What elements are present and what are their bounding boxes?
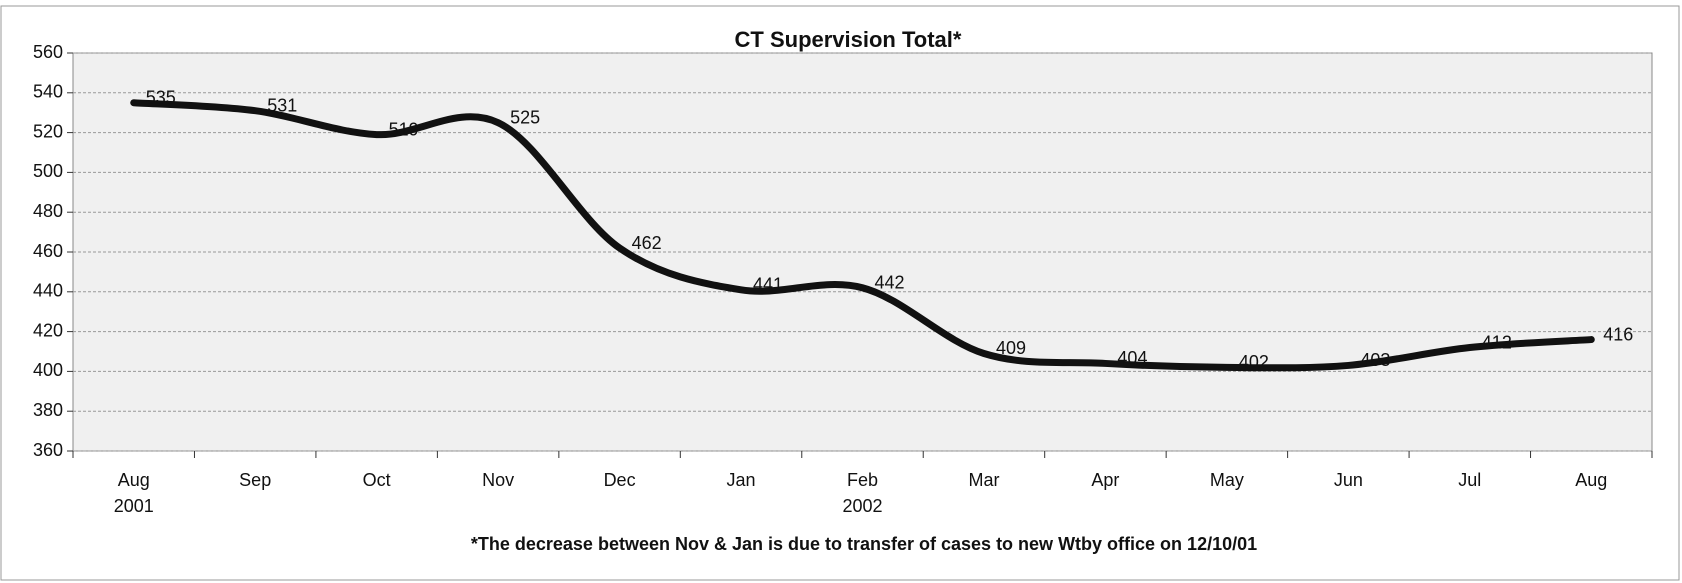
y-tick-label: 500 — [33, 161, 63, 181]
y-tick-label: 540 — [33, 82, 63, 102]
y-tick-label: 480 — [33, 201, 63, 221]
chart-title: CT Supervision Total* — [735, 27, 962, 52]
data-label: 531 — [267, 95, 297, 115]
line — [130, 99, 1595, 372]
x-tick-label: Apr — [1091, 470, 1119, 490]
x-tick-label: Sep — [239, 470, 271, 490]
data-label: 402 — [1239, 352, 1269, 372]
data-label: 404 — [1117, 348, 1147, 368]
y-tick-label: 560 — [33, 42, 63, 62]
data-label: 535 — [146, 88, 176, 108]
x-tick-label: Feb 2002 — [842, 470, 882, 516]
data-label: 442 — [875, 273, 905, 293]
y-tick-label: 460 — [33, 241, 63, 261]
data-label: 416 — [1603, 324, 1633, 344]
y-tick-label: 400 — [33, 360, 63, 380]
y-tick-label: 420 — [33, 320, 63, 340]
data-label: 441 — [753, 275, 783, 295]
x-tick-label: Jun — [1334, 470, 1363, 490]
x-tick-label: May — [1210, 470, 1244, 490]
x-tick-label: Jan — [727, 470, 756, 490]
y-tick-label: 380 — [33, 400, 63, 420]
x-tick-label: Jul — [1458, 470, 1481, 490]
x-tick-label: Mar — [968, 470, 999, 490]
x-tick-label: Aug — [1575, 470, 1607, 490]
x-tick-label: Nov — [482, 470, 514, 490]
x-tick-label: Aug 2001 — [114, 470, 154, 516]
data-label: 525 — [510, 107, 540, 127]
footnote: *The decrease between Nov & Jan is due t… — [471, 534, 1257, 554]
data-label: 403 — [1360, 350, 1390, 370]
y-tick-label: 520 — [33, 121, 63, 141]
data-label: 462 — [632, 233, 662, 253]
x-tick-label: Dec — [604, 470, 636, 490]
data-label: 412 — [1482, 332, 1512, 352]
y-tick-label: 360 — [33, 440, 63, 460]
y-tick-label: 440 — [33, 281, 63, 301]
x-tick-label: Oct — [363, 470, 391, 490]
data-label: 409 — [996, 338, 1026, 358]
data-label: 519 — [389, 119, 419, 139]
